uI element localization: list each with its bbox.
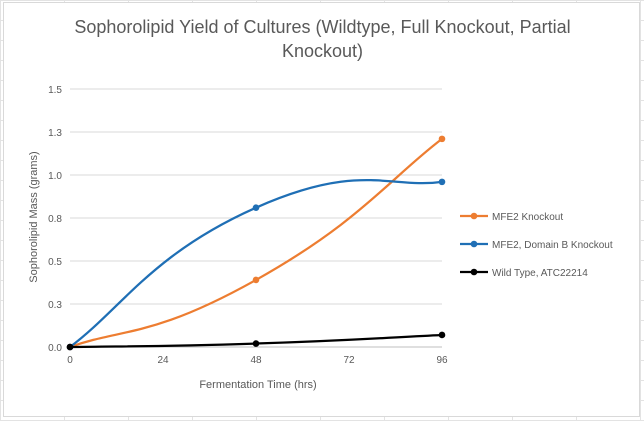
series-group [66,135,446,351]
data-point[interactable] [252,204,260,211]
y-tick-label: 1.0 [48,171,62,182]
line-chart: 0.0 0.3 0.5 0.8 1.0 1.3 1.5 0 24 48 72 96 Fermenta… [28,85,613,391]
data-point[interactable] [252,340,260,347]
data-point[interactable] [66,343,74,351]
x-tick-label: 24 [157,355,169,366]
data-point[interactable] [438,331,446,339]
chart-title-line-1: Sophorolipid Yield of Cultures (Wildtype… [74,17,571,37]
y-tick-label: 0.8 [48,214,62,225]
x-tick-label: 72 [343,355,355,366]
x-tick-labels: 0 24 48 72 96 [67,355,448,366]
legend-label: MFE2 Knockout [492,212,563,223]
chart-area[interactable]: Sophorolipid Yield of Cultures (Wildtype… [3,2,640,417]
legend-label: Wild Type, ATC22214 [492,268,588,279]
data-point[interactable] [438,178,446,186]
legend-marker [470,212,478,220]
y-tick-label: 1.5 [48,85,62,96]
series-line-0 [69,137,443,349]
y-tick-label: 0.3 [48,300,62,311]
x-tick-label: 96 [436,355,448,366]
y-tick-label: 1.3 [48,128,62,139]
x-tick-label: 0 [67,355,73,366]
legend: MFE2 Knockout MFE2, Domain B Knockout Wild… [460,212,613,279]
chart-title-line-2: Knockout) [281,41,364,61]
x-axis-label: Fermentation Time (hrs) [199,379,316,391]
x-tick-label: 48 [250,355,262,366]
data-point[interactable] [252,276,260,284]
data-point[interactable] [438,135,446,143]
y-tick-label: 0.0 [48,343,62,354]
legend-marker [470,268,478,276]
gridlines [70,88,442,305]
y-axis-label: Sophorolipid Mass (grams) [28,151,40,282]
legend-marker [470,240,478,248]
y-tick-labels: 0.0 0.3 0.5 0.8 1.0 1.3 1.5 [48,85,62,354]
y-tick-label: 0.5 [48,257,62,268]
legend-label: MFE2, Domain B Knockout [492,240,613,251]
